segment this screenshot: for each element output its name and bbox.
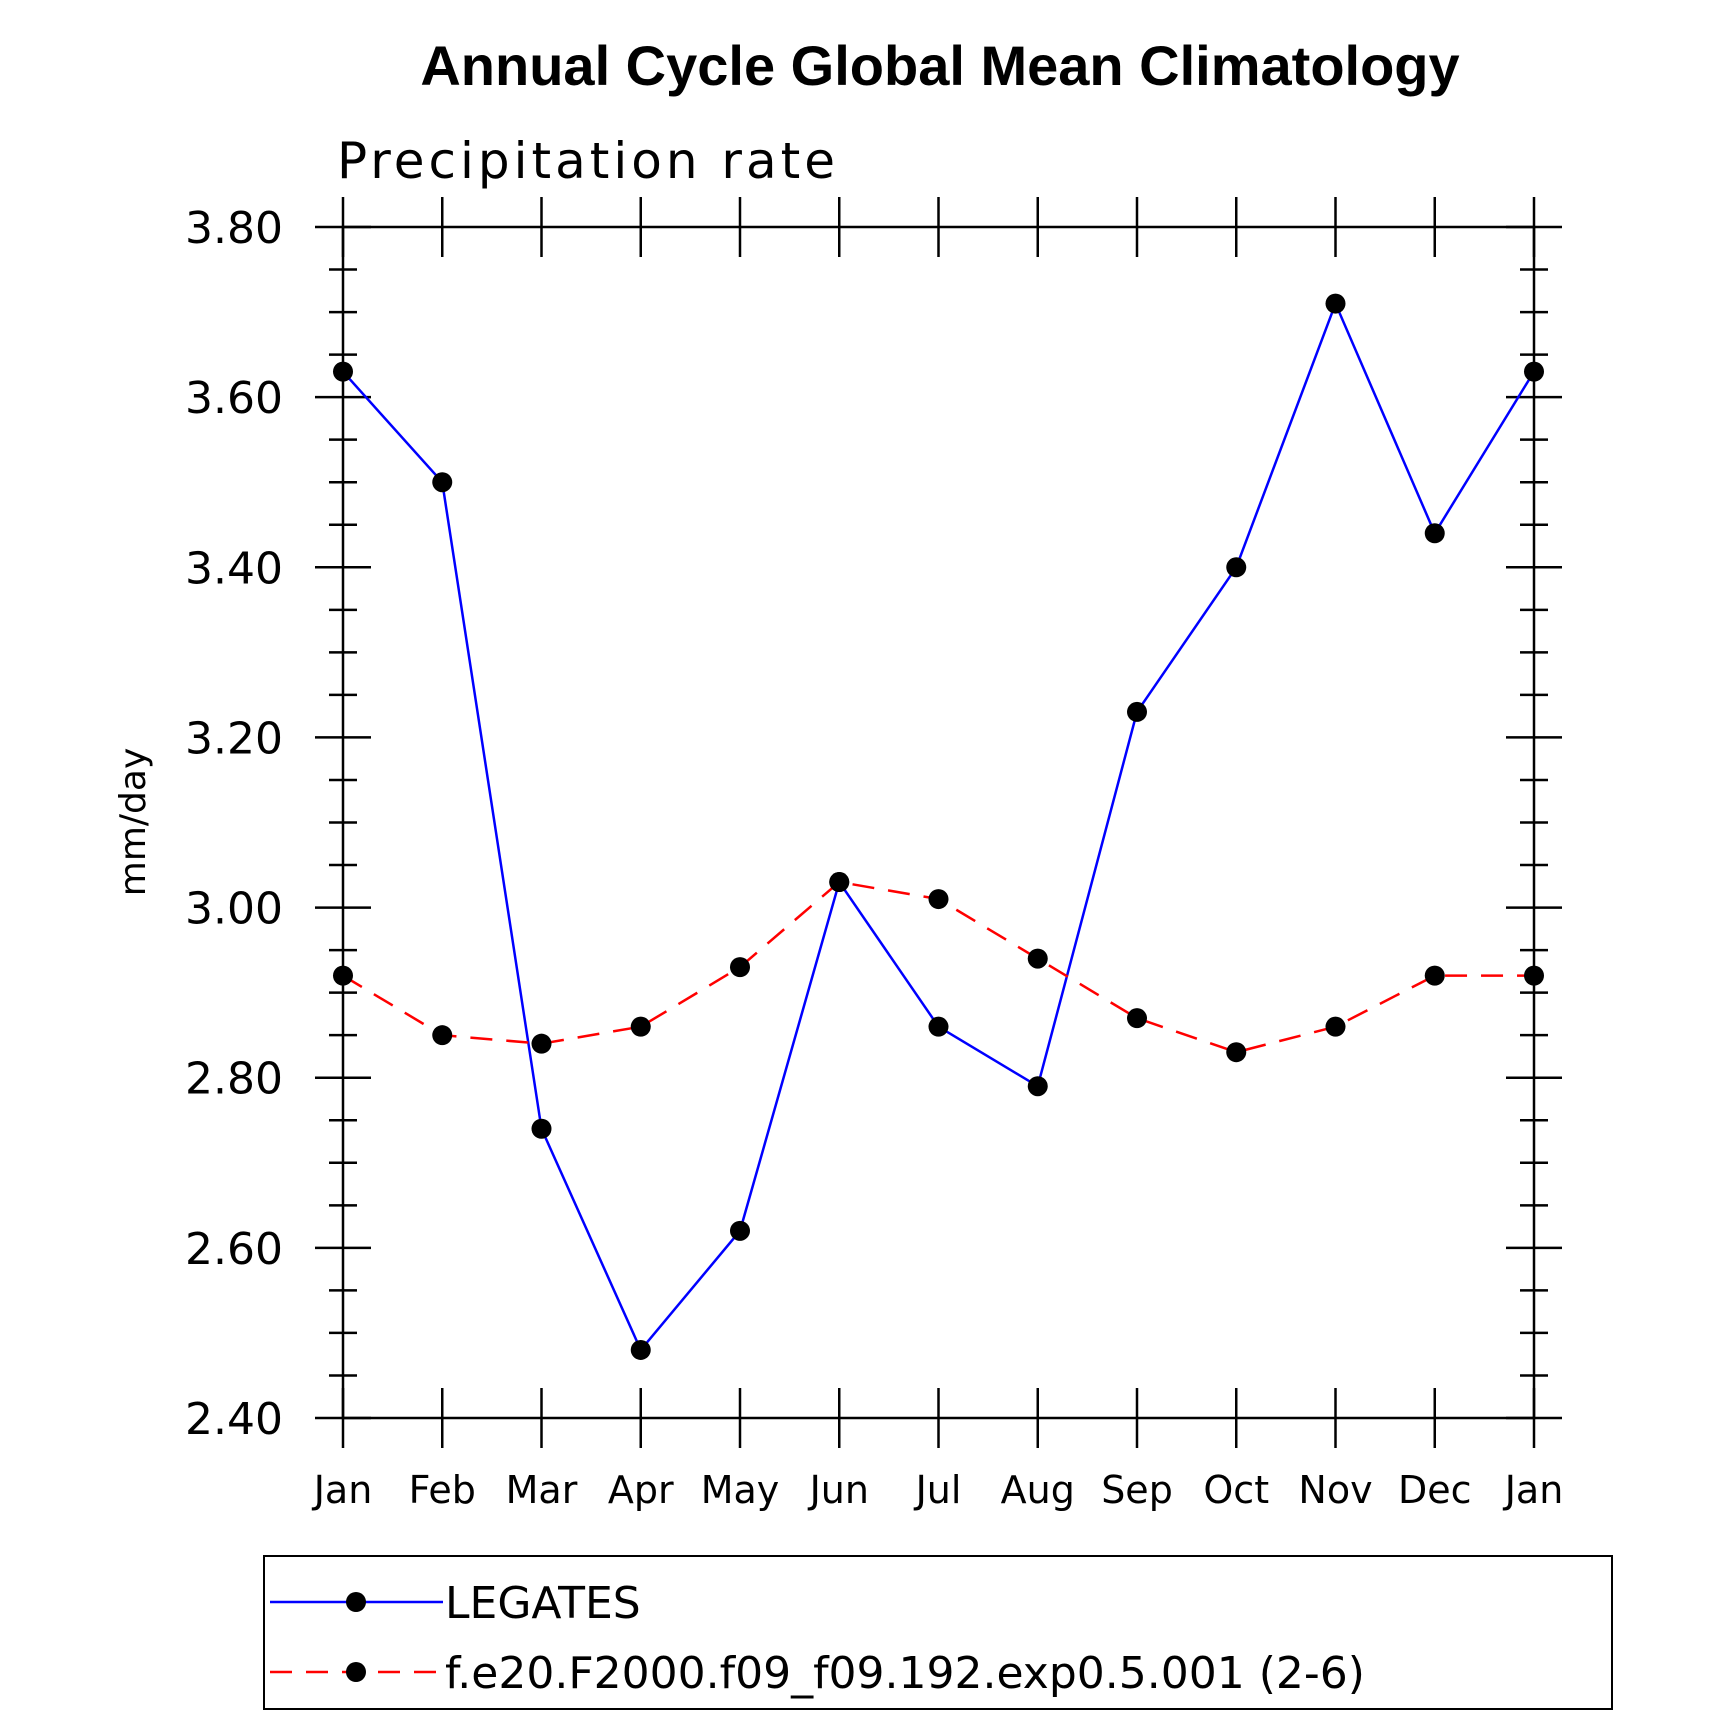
x-tick-label: Sep	[1101, 1468, 1173, 1512]
data-point	[829, 872, 850, 893]
data-point	[1524, 361, 1544, 382]
data-point	[333, 361, 353, 382]
y-tick-label: 2.40	[185, 1394, 283, 1445]
data-point	[1424, 523, 1445, 544]
data-point	[730, 1220, 750, 1241]
data-point	[1027, 1076, 1048, 1097]
data-point	[531, 1033, 552, 1054]
data-point	[730, 957, 750, 978]
x-tick-label: Aug	[1001, 1468, 1075, 1512]
x-tick-label: Feb	[409, 1468, 476, 1512]
legend-box	[263, 1555, 1613, 1710]
x-tick-label: Jul	[914, 1468, 962, 1512]
data-point	[630, 1339, 651, 1360]
data-point	[1424, 965, 1445, 986]
legend-swatch-marker-model	[346, 1662, 366, 1682]
series-line-0	[342, 300, 1536, 1353]
x-tick-label: Jun	[808, 1468, 869, 1512]
data-point	[1325, 293, 1346, 314]
y-tick-label: 3.00	[185, 884, 283, 935]
series-markers	[333, 293, 1544, 1360]
x-tick-label: Apr	[608, 1468, 674, 1512]
x-tick-label: May	[701, 1468, 780, 1512]
x-tick-label: Oct	[1203, 1468, 1269, 1512]
y-tick-label: 3.40	[185, 543, 283, 594]
chart-subtitle: Precipitation rate	[337, 132, 839, 190]
legend-label-model: f.e20.F2000.f09_f09.192.exp0.5.001 (2-6)	[445, 1648, 1365, 1699]
x-tick-label: Jan	[1503, 1468, 1564, 1512]
legend-swatch-marker-legates	[346, 1592, 366, 1612]
legend: LEGATES f.e20.F2000.f09_f09.192.exp0.5.0…	[263, 1555, 1613, 1710]
data-point	[1027, 948, 1048, 969]
data-point	[1127, 1008, 1147, 1029]
plot-frame	[341, 225, 1536, 1420]
data-point	[1226, 1042, 1247, 1063]
data-point	[1127, 701, 1147, 722]
data-point	[928, 1016, 949, 1037]
data-point	[432, 472, 453, 493]
chart-title: Annual Cycle Global Mean Climatology	[420, 34, 1459, 97]
y-tick-label: 3.20	[185, 713, 283, 764]
x-ticks: Jan Feb Mar Apr May Jun Jul Aug Sep Oct Nov Dec Jan	[312, 197, 1564, 1512]
y-axis-label: mm/day	[113, 748, 154, 896]
data-point	[1524, 965, 1544, 986]
data-point	[333, 965, 353, 986]
data-point	[928, 889, 949, 910]
series-lines	[342, 300, 1536, 1353]
data-point	[432, 1025, 453, 1046]
x-tick-label: Nov	[1298, 1468, 1372, 1512]
data-point	[531, 1118, 552, 1139]
data-point	[1226, 557, 1247, 578]
x-tick-label: Jan	[312, 1468, 373, 1512]
y-ticks: 2.40 2.60 2.80 3.00 3.20 3.40 3.60 3.80	[185, 203, 1562, 1445]
y-tick-label: 3.60	[185, 373, 283, 424]
y-tick-label: 2.80	[185, 1054, 283, 1105]
data-point	[630, 1016, 651, 1037]
y-tick-label: 3.80	[185, 203, 283, 254]
y-tick-label: 2.60	[185, 1224, 283, 1275]
legend-label-legates: LEGATES	[445, 1578, 641, 1629]
data-point	[1325, 1016, 1346, 1037]
x-tick-label: Mar	[506, 1468, 578, 1512]
x-tick-label: Dec	[1398, 1468, 1472, 1512]
